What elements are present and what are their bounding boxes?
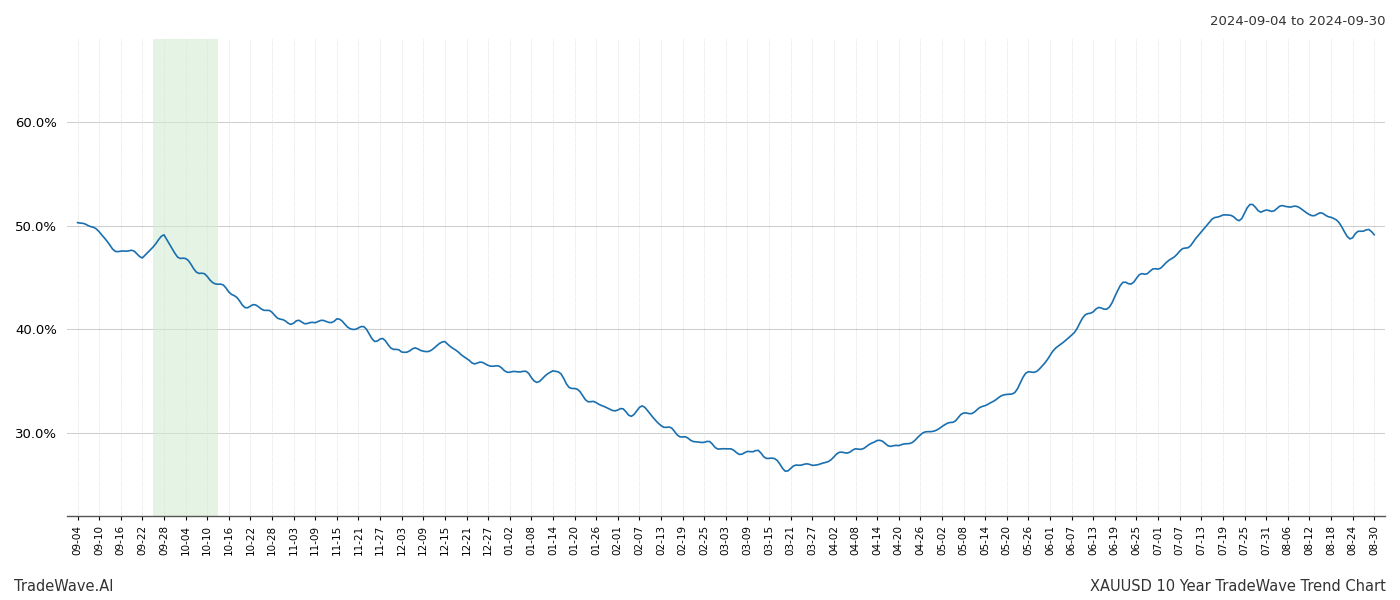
Bar [153, 39, 218, 516]
Text: 2024-09-04 to 2024-09-30: 2024-09-04 to 2024-09-30 [1211, 15, 1386, 28]
Text: XAUUSD 10 Year TradeWave Trend Chart: XAUUSD 10 Year TradeWave Trend Chart [1091, 579, 1386, 594]
Text: TradeWave.AI: TradeWave.AI [14, 579, 113, 594]
